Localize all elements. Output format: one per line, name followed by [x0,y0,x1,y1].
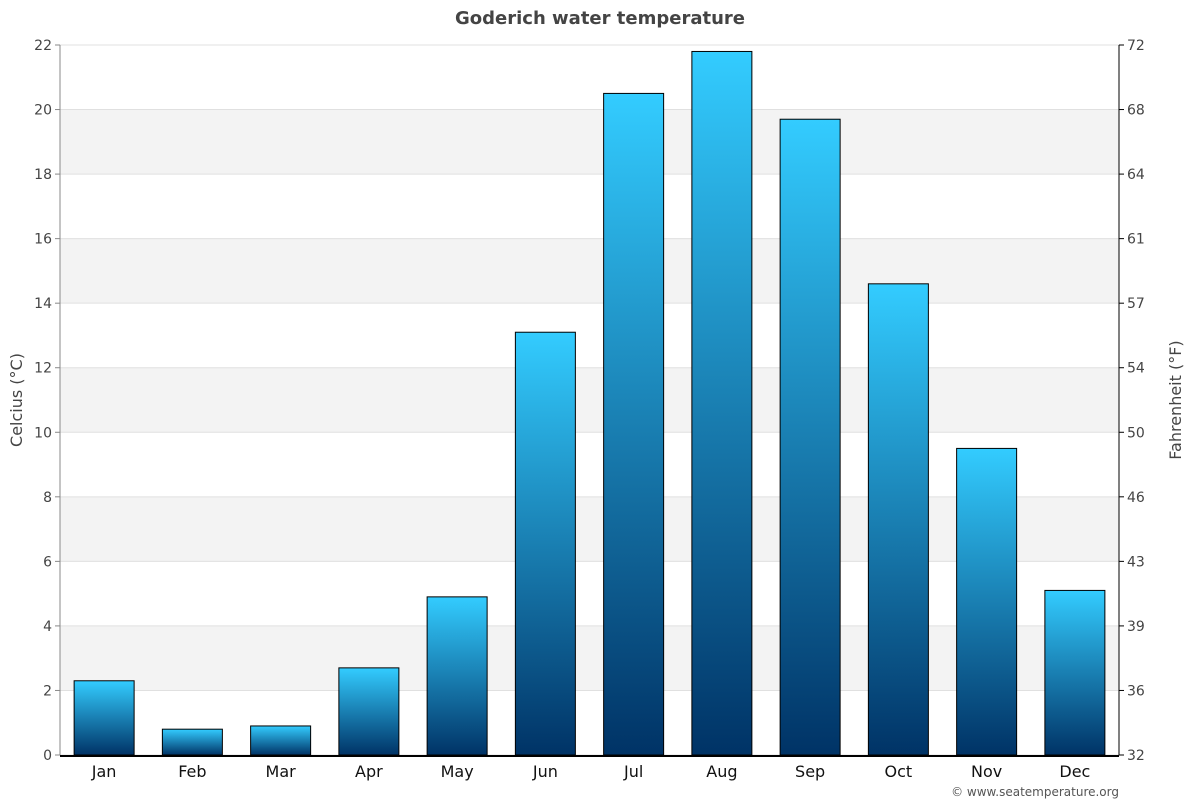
y-tick-label-left: 16 [34,232,52,248]
grid-band [60,496,1119,562]
y-tick-label-left: 14 [34,296,52,312]
grid-band [60,367,1119,433]
chart-title: Goderich water temperature [455,8,745,29]
bar-dec [1044,589,1106,756]
x-tick-label: Dec [1059,762,1090,781]
bar-jul [603,92,665,756]
x-tick-label: May [441,762,474,781]
bar-nov [956,447,1018,756]
x-tick-label: Jan [91,762,117,781]
bar-feb [161,728,223,756]
y-tick-label-right: 43 [1127,554,1145,570]
y-axis-label-right: Fahrenheit (°F) [1166,340,1185,459]
y-tick-label-left: 2 [43,683,52,699]
bar-may [426,596,488,756]
y-tick-label-left: 12 [34,361,52,377]
y-tick-label-right: 57 [1127,296,1145,312]
y-tick-label-left: 18 [34,167,52,183]
bar-jan [73,680,135,756]
bar-mar [250,725,312,756]
y-tick-label-left: 4 [43,619,52,635]
credit-text: © www.seatemperature.org [951,785,1119,799]
x-tick-label: Mar [266,762,297,781]
x-tick-label: Apr [355,762,383,781]
grid-band [60,109,1119,175]
grid-band [60,625,1119,691]
y-tick-label-left: 20 [34,103,52,119]
y-tick-label-right: 61 [1127,232,1145,248]
bar-aug [691,50,753,756]
y-tick-label-left: 6 [43,554,52,570]
y-tick-label-left: 22 [34,38,52,54]
x-tick-label: Feb [178,762,206,781]
y-tick-label-left: 10 [34,425,52,441]
y-tick-label-right: 64 [1127,167,1145,183]
x-tick-label: Jul [623,762,643,781]
y-tick-label-right: 50 [1127,425,1145,441]
y-tick-label-left: 8 [43,490,52,506]
bar-sep [779,118,841,756]
y-tick-label-right: 39 [1127,619,1145,635]
bar-oct [867,283,929,756]
bar-jun [514,331,576,756]
y-axis-label-left: Celcius (°C) [7,353,26,447]
y-tick-label-right: 72 [1127,38,1145,54]
y-tick-label-right: 54 [1127,361,1145,377]
y-tick-label-left: 0 [43,748,52,764]
y-tick-label-right: 68 [1127,103,1145,119]
x-tick-label: Oct [885,762,913,781]
y-tick-label-right: 46 [1127,490,1145,506]
x-tick-label: Jun [532,762,558,781]
x-tick-label: Nov [971,762,1002,781]
x-tick-label: Sep [795,762,825,781]
y-tick-label-right: 32 [1127,748,1145,764]
grid-band [60,238,1119,304]
grid-bands [60,44,1119,756]
x-tick-label: Aug [706,762,737,781]
y-tick-label-right: 36 [1127,683,1145,699]
bar-apr [338,667,400,756]
